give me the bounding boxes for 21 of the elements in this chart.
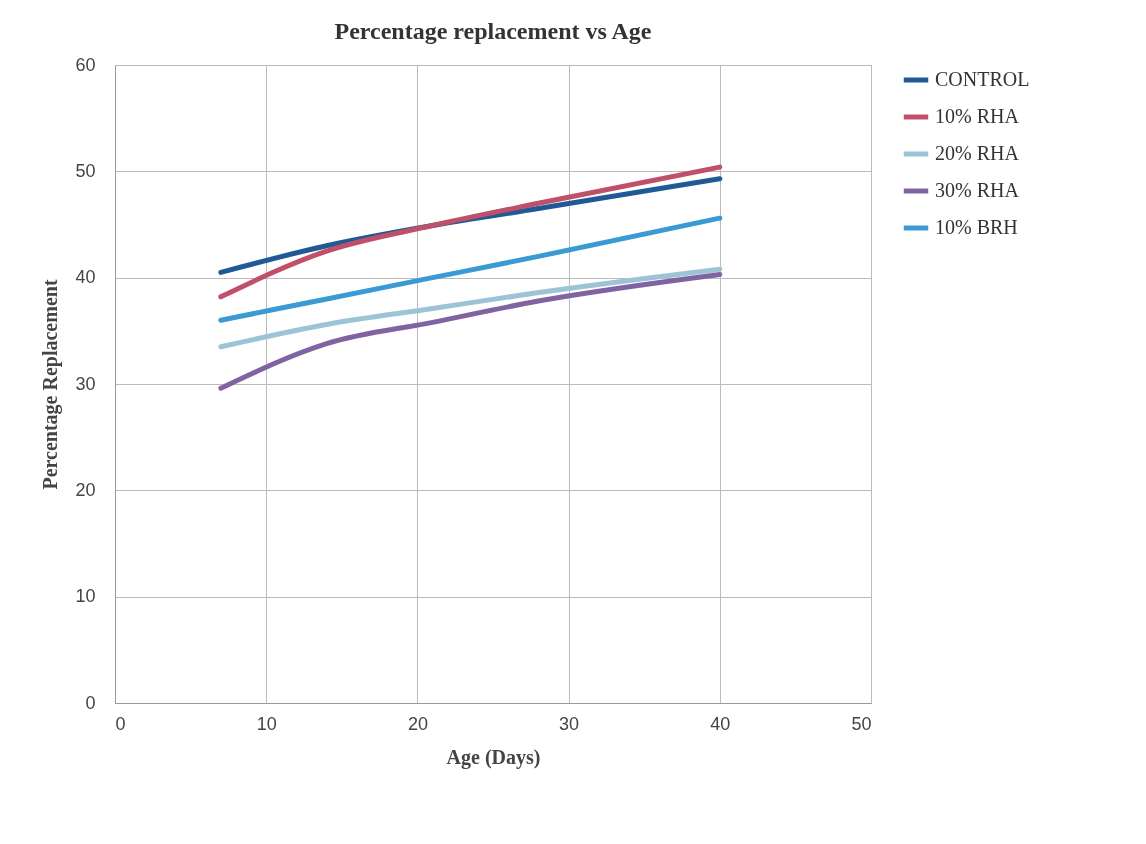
y-tick-label: 60 xyxy=(75,54,96,75)
legend-label: CONTROL xyxy=(935,68,1030,90)
x-tick-label: 20 xyxy=(407,713,428,734)
legend-label: 20% RHA xyxy=(935,142,1020,164)
chart-title: Percentage replacement vs Age xyxy=(334,18,652,44)
x-tick-label: 30 xyxy=(559,713,580,734)
y-axis-title: Percentage Replacement xyxy=(39,279,63,490)
y-tick-label: 50 xyxy=(75,160,96,181)
legend-label: 30% RHA xyxy=(935,179,1020,201)
y-tick-label: 40 xyxy=(75,267,96,288)
y-tick-label: 10 xyxy=(75,586,96,607)
y-tick-label: 20 xyxy=(75,479,96,500)
x-tick-label: 0 xyxy=(115,713,126,734)
y-tick-label: 0 xyxy=(85,692,96,713)
x-tick-label: 40 xyxy=(710,713,731,734)
x-axis-title: Age (Days) xyxy=(446,745,541,769)
x-tick-label: 10 xyxy=(256,713,277,734)
legend-label: 10% BRH xyxy=(935,216,1018,238)
legend-label: 10% RHA xyxy=(935,105,1020,127)
y-tick-label: 30 xyxy=(75,373,96,394)
x-tick-label: 50 xyxy=(851,713,872,734)
